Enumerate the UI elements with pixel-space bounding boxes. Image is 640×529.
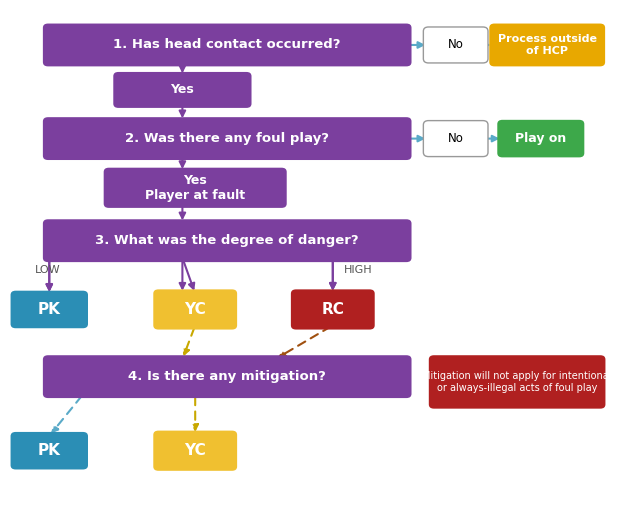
- Text: YC: YC: [184, 302, 206, 317]
- FancyBboxPatch shape: [43, 117, 412, 160]
- Text: Yes
Player at fault: Yes Player at fault: [145, 174, 245, 202]
- Text: 1. Has head contact occurred?: 1. Has head contact occurred?: [113, 39, 341, 51]
- Text: Process outside
of HCP: Process outside of HCP: [498, 34, 596, 56]
- Text: LOW: LOW: [35, 265, 61, 275]
- FancyBboxPatch shape: [429, 355, 605, 408]
- Text: PK: PK: [38, 443, 61, 458]
- Text: YC: YC: [184, 443, 206, 458]
- Text: No: No: [448, 132, 463, 145]
- FancyBboxPatch shape: [10, 432, 88, 470]
- Text: Yes: Yes: [170, 84, 195, 96]
- FancyBboxPatch shape: [113, 72, 252, 108]
- Text: No: No: [448, 39, 463, 51]
- FancyBboxPatch shape: [10, 291, 88, 328]
- FancyBboxPatch shape: [43, 23, 412, 66]
- Text: RC: RC: [321, 302, 344, 317]
- Text: 2. Was there any foul play?: 2. Was there any foul play?: [125, 132, 329, 145]
- Text: Play on: Play on: [515, 132, 566, 145]
- Text: PK: PK: [38, 302, 61, 317]
- Text: Mitigation will not apply for intentional
or always-illegal acts of foul play: Mitigation will not apply for intentiona…: [422, 371, 612, 393]
- Text: 3. What was the degree of danger?: 3. What was the degree of danger?: [95, 234, 359, 247]
- FancyBboxPatch shape: [154, 289, 237, 330]
- FancyBboxPatch shape: [104, 168, 287, 208]
- FancyBboxPatch shape: [424, 27, 488, 63]
- FancyBboxPatch shape: [43, 219, 412, 262]
- FancyBboxPatch shape: [424, 121, 488, 157]
- FancyBboxPatch shape: [489, 23, 605, 66]
- FancyBboxPatch shape: [154, 431, 237, 471]
- Text: HIGH: HIGH: [344, 265, 372, 275]
- FancyBboxPatch shape: [291, 289, 375, 330]
- FancyBboxPatch shape: [43, 355, 412, 398]
- FancyBboxPatch shape: [497, 120, 584, 158]
- Text: 4. Is there any mitigation?: 4. Is there any mitigation?: [128, 370, 326, 383]
